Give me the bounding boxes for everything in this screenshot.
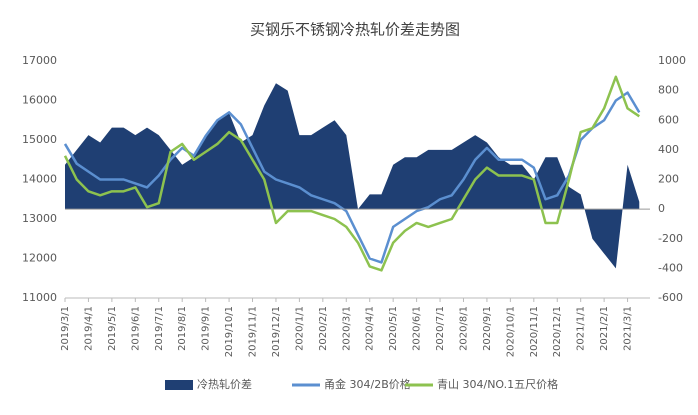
y2-tick-label: 800 bbox=[658, 84, 679, 97]
x-tick-label: 2020/6/1 bbox=[412, 306, 423, 351]
chart-title: 买钢乐不锈钢冷热轧价差走势图 bbox=[250, 21, 460, 39]
y2-tick-label: 200 bbox=[658, 173, 679, 186]
x-tick-label: 2019/12/1 bbox=[271, 306, 282, 357]
y2-tick-label: 0 bbox=[658, 202, 665, 215]
x-tick-label: 2019/5/1 bbox=[107, 306, 118, 351]
x-tick-label: 2020/8/1 bbox=[458, 306, 469, 351]
y2-tick-label: 600 bbox=[658, 113, 679, 126]
x-tick-label: 2021/1/1 bbox=[576, 306, 587, 351]
y2-tick-label: 400 bbox=[658, 143, 679, 156]
y-tick-label: 15000 bbox=[22, 133, 57, 146]
x-tick-label: 2020/3/1 bbox=[341, 306, 352, 351]
x-tick-label: 2019/3/1 bbox=[60, 306, 71, 351]
x-tick-label: 2019/4/1 bbox=[83, 306, 94, 351]
x-tick-label: 2019/6/1 bbox=[130, 306, 141, 351]
y-tick-label: 17000 bbox=[22, 54, 57, 67]
y2-tick-label: -600 bbox=[658, 291, 683, 304]
x-tick-label: 2019/9/1 bbox=[201, 306, 212, 351]
legend-swatch bbox=[165, 380, 193, 390]
x-tick-label: 2021/3/1 bbox=[623, 306, 634, 351]
x-tick-label: 2020/2/1 bbox=[318, 306, 329, 351]
x-tick-label: 2020/4/1 bbox=[365, 306, 376, 351]
y2-tick-label: -200 bbox=[658, 232, 683, 245]
x-tick-label: 2020/10/1 bbox=[505, 306, 516, 357]
y2-tick-label: -400 bbox=[658, 261, 683, 274]
x-tick-label: 2019/11/1 bbox=[248, 306, 259, 357]
price-line bbox=[63, 75, 640, 272]
x-tick-label: 2021/2/1 bbox=[599, 306, 610, 351]
y-tick-label: 13000 bbox=[22, 212, 57, 225]
x-tick-label: 2020/1/1 bbox=[294, 306, 305, 351]
y-tick-label: 12000 bbox=[22, 252, 57, 265]
price-line bbox=[63, 91, 641, 264]
legend-label: 甬金 304/2B价格 bbox=[324, 377, 411, 391]
x-tick-label: 2020/7/1 bbox=[435, 306, 446, 351]
x-tick-label: 2019/7/1 bbox=[154, 306, 165, 351]
x-tick-label: 2020/9/1 bbox=[482, 306, 493, 351]
x-tick-label: 2019/10/1 bbox=[224, 306, 235, 357]
legend-label: 青山 304/NO.1五尺价格 bbox=[437, 377, 558, 391]
y-tick-label: 16000 bbox=[22, 94, 57, 107]
y2-tick-label: 1000 bbox=[658, 54, 686, 67]
x-tick-label: 2020/5/1 bbox=[388, 306, 399, 351]
legend-label: 冷热轧价差 bbox=[197, 377, 252, 391]
spread-area bbox=[65, 83, 640, 269]
x-tick-label: 2020/11/1 bbox=[529, 306, 540, 357]
x-tick-label: 2020/12/1 bbox=[552, 306, 563, 357]
x-tick-label: 2019/8/1 bbox=[177, 306, 188, 351]
y-tick-label: 14000 bbox=[22, 173, 57, 186]
y-tick-label: 11000 bbox=[22, 291, 57, 304]
